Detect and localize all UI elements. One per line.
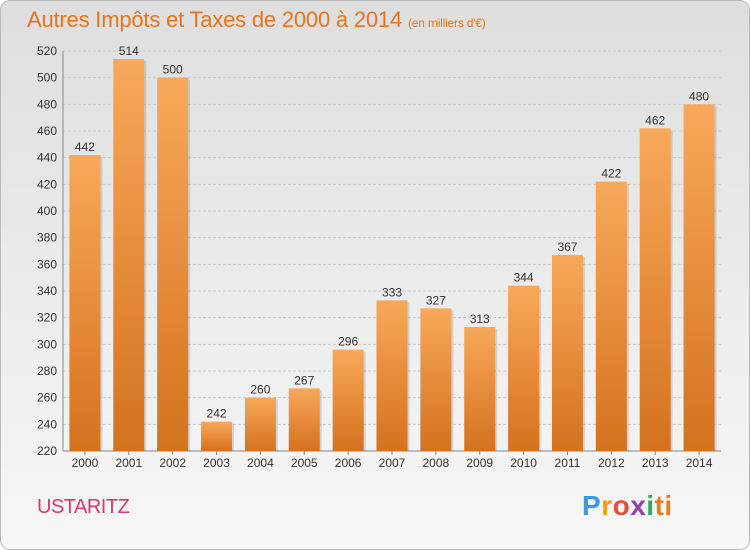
bar-value-label: 313	[470, 312, 490, 326]
logo-letter: P	[582, 490, 602, 521]
y-tick-label: 260	[37, 391, 57, 405]
bar	[595, 181, 627, 451]
y-tick-label: 360	[37, 257, 57, 271]
bar-value-label: 267	[294, 373, 314, 387]
bar-value-label: 296	[338, 335, 358, 349]
x-tick-label: 2008	[423, 456, 450, 470]
y-tick-label: 480	[37, 97, 57, 111]
proxiti-logo: Proxiti	[582, 490, 673, 522]
bar	[244, 397, 276, 451]
y-tick-label: 440	[37, 151, 57, 165]
bar	[201, 421, 233, 451]
chart-title-text: Autres Impôts et Taxes de 2000 à 2014	[27, 7, 403, 32]
y-tick-label: 380	[37, 231, 57, 245]
bar	[683, 104, 715, 451]
y-tick-label: 520	[37, 44, 57, 58]
bar-value-label: 260	[250, 383, 270, 397]
bar	[288, 388, 320, 451]
y-tick-label: 340	[37, 284, 57, 298]
x-tick-label: 2011	[555, 456, 581, 470]
bar	[69, 155, 101, 451]
bar-value-label: 442	[75, 140, 95, 154]
logo-letter: ti	[654, 490, 673, 521]
x-tick-label: 2009	[466, 456, 493, 470]
x-tick-label: 2013	[642, 456, 669, 470]
logo-letter: x	[630, 490, 647, 521]
y-tick-label: 240	[37, 417, 57, 431]
labels: 220 240 260 280 300 320 340 360 380 400 420 440 460 4…	[37, 44, 713, 470]
bar	[420, 308, 452, 451]
bar	[551, 255, 583, 451]
logo-letter: i	[646, 490, 655, 521]
x-tick-label: 2002	[159, 456, 186, 470]
y-tick-label: 220	[37, 444, 57, 458]
x-tick-label: 2010	[510, 456, 537, 470]
bar	[332, 349, 364, 451]
y-tick-label: 500	[37, 71, 57, 85]
bar	[464, 327, 496, 451]
bars	[69, 59, 717, 452]
logo-letter: r	[601, 490, 613, 521]
x-tick-label: 2000	[72, 456, 99, 470]
bar-value-label: 422	[601, 167, 621, 181]
x-tick-label: 2006	[335, 456, 362, 470]
bar-value-label: 500	[163, 63, 183, 77]
bar	[157, 77, 189, 452]
y-tick-label: 320	[37, 311, 57, 325]
y-tick-label: 400	[37, 204, 57, 218]
x-tick-label: 2005	[291, 456, 318, 470]
y-tick-label: 280	[37, 364, 57, 378]
x-tick-label: 2003	[203, 456, 230, 470]
bar-value-label: 333	[382, 285, 402, 299]
bar-value-label: 480	[689, 89, 709, 103]
x-tick-label: 2012	[598, 456, 625, 470]
bar	[376, 300, 408, 451]
place-name: USTARITZ	[37, 496, 130, 518]
y-tick-label: 420	[37, 177, 57, 191]
y-tick-label: 460	[37, 124, 57, 138]
bar-value-label: 514	[119, 44, 139, 58]
bar-value-label: 327	[426, 293, 446, 307]
chart-title: Autres Impôts et Taxes de 2000 à 2014 (en…	[27, 7, 486, 33]
bar	[639, 128, 671, 451]
bar-value-label: 242	[207, 407, 227, 421]
chart-unit-label: (en milliers d'€)	[408, 16, 486, 30]
x-tick-label: 2014	[686, 456, 713, 470]
y-tick-label: 300	[37, 337, 57, 351]
bar	[113, 59, 145, 451]
bar	[508, 285, 540, 451]
bar-value-label: 462	[645, 113, 665, 127]
x-tick-label: 2001	[115, 456, 142, 470]
x-tick-label: 2004	[247, 456, 274, 470]
x-tick-label: 2007	[379, 456, 406, 470]
bar-value-label: 367	[557, 240, 577, 254]
logo-letter: o	[612, 490, 631, 521]
bar-value-label: 344	[514, 271, 534, 285]
